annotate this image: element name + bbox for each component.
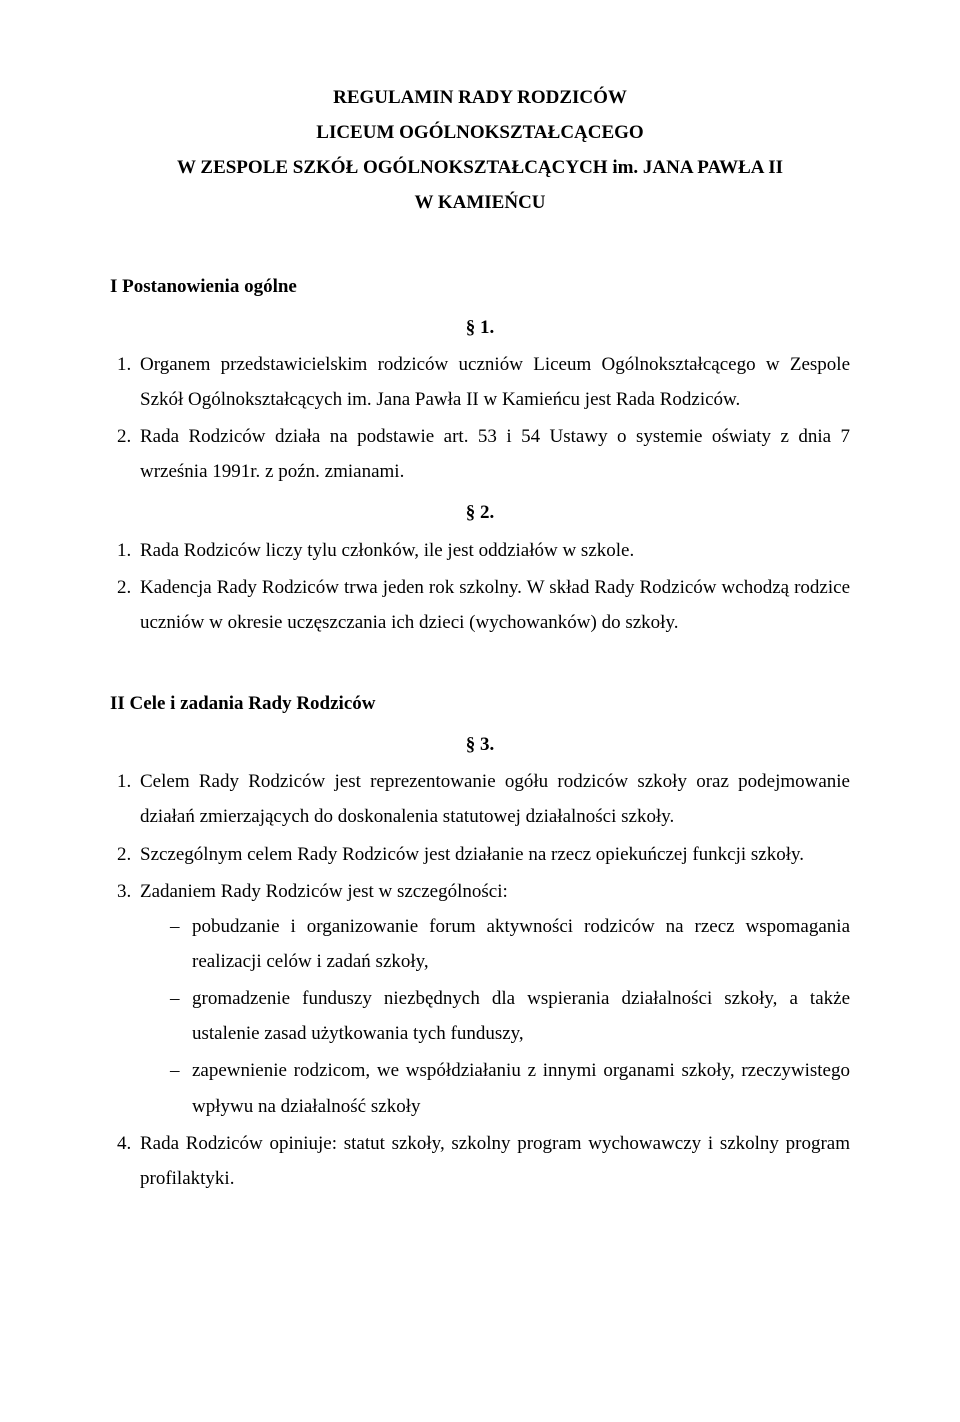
title-line-2: LICEUM OGÓLNOKSZTAŁCĄCEGO: [110, 115, 850, 150]
paragraph-3-sublist: pobudzanie i organizowanie forum aktywno…: [140, 909, 850, 1124]
paragraph-3-list: Celem Rady Rodziców jest reprezentowanie…: [110, 764, 850, 1196]
title-block: REGULAMIN RADY RODZICÓW LICEUM OGÓLNOKSZ…: [110, 80, 850, 221]
paragraph-1-list: Organem przedstawicielskim rodziców uczn…: [110, 347, 850, 490]
title-line-4: W KAMIEŃCU: [110, 185, 850, 220]
list-item: Kadencja Rady Rodziców trwa jeden rok sz…: [136, 570, 850, 640]
sublist-item: zapewnienie rodzicom, we współdziałaniu …: [170, 1053, 850, 1123]
list-item: Rada Rodziców działa na podstawie art. 5…: [136, 419, 850, 489]
sublist-item: gromadzenie funduszy niezbędnych dla wsp…: [170, 981, 850, 1051]
section-2-heading: II Cele i zadania Rady Rodziców: [110, 686, 850, 721]
sublist-item: pobudzanie i organizowanie forum aktywno…: [170, 909, 850, 979]
section-1-heading: I Postanowienia ogólne: [110, 269, 850, 304]
document-page: REGULAMIN RADY RODZICÓW LICEUM OGÓLNOKSZ…: [0, 0, 960, 1422]
title-line-3: W ZESPOLE SZKÓŁ OGÓLNOKSZTAŁCĄCYCH im. J…: [110, 150, 850, 185]
list-item: Celem Rady Rodziców jest reprezentowanie…: [136, 764, 850, 834]
list-item: Rada Rodziców liczy tylu członków, ile j…: [136, 533, 850, 568]
paragraph-3-number: § 3.: [110, 727, 850, 762]
paragraph-2-number: § 2.: [110, 495, 850, 530]
title-line-1: REGULAMIN RADY RODZICÓW: [110, 80, 850, 115]
paragraph-1-number: § 1.: [110, 310, 850, 345]
list-item: Zadaniem Rady Rodziców jest w szczególno…: [136, 874, 850, 1124]
list-item-text: Zadaniem Rady Rodziców jest w szczególno…: [140, 881, 508, 902]
section-gap: [110, 644, 850, 678]
list-item: Szczególnym celem Rady Rodziców jest dzi…: [136, 837, 850, 872]
list-item: Rada Rodziców opiniuje: statut szkoły, s…: [136, 1126, 850, 1196]
paragraph-2-list: Rada Rodziców liczy tylu członków, ile j…: [110, 533, 850, 640]
list-item: Organem przedstawicielskim rodziców uczn…: [136, 347, 850, 417]
